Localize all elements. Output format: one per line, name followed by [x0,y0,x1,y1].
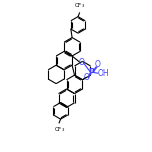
Text: CF$_3$: CF$_3$ [54,125,65,134]
Text: O: O [95,60,100,69]
Text: P: P [89,68,95,77]
Text: O: O [84,73,90,82]
Text: O: O [79,58,85,67]
Text: CF$_3$: CF$_3$ [74,2,85,10]
Text: OH: OH [97,69,109,78]
